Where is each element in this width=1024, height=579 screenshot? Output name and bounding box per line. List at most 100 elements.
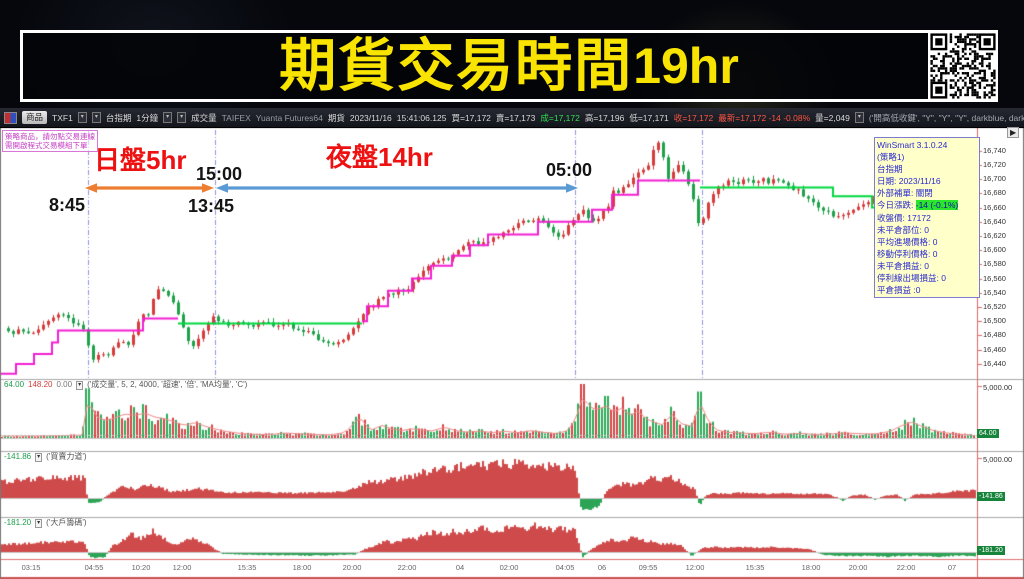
time-axis-label: 06 [597,563,607,572]
time-axis-label: 12:00 [685,563,705,572]
info-row: 日期: 2023/11/16 [877,176,941,187]
price-axis-label: 16,720 [983,159,1006,169]
time-axis-label: 12:00 [172,563,192,572]
toolbar-field-18: 高=17,196 [584,112,625,123]
toolbar-field-11: Yuanta Futures64 [255,112,323,123]
price-axis-label: 16,700 [983,174,1006,184]
toolbar-field-22: 量=2,049 [815,112,850,123]
time-axis-label: 18:00 [801,563,821,572]
winsmart-info-panel: WinSmart 3.1.0.24 (策略1) 台指期 日期: 2023/11/16 外… [874,137,980,299]
session-arrows [85,183,578,193]
price-axis-label: 16,500 [983,316,1006,326]
day-session-arrow [85,183,214,193]
app-icon [4,111,17,124]
time-axis-label: 04 [455,563,465,572]
info-row: 未平倉部位: 0 [877,224,929,235]
price-axis-label: 16,680 [983,188,1006,198]
video-banner: 期貨交易時間 19hr [0,0,1024,108]
night-session-label: 夜盤14hr [326,142,433,172]
toolbar-field-19: 低=17,171 [629,112,669,123]
info-row: 未平倉損益: 0 [877,260,929,271]
price-axis-label: 16,440 [983,358,1006,368]
big-player-dropdown-button[interactable]: ▾ [35,518,43,528]
time-label-1500: 15:00 [196,164,243,184]
time-axis-label: 03:15 [21,563,41,572]
price-axis-label: 16,480 [983,330,1006,340]
price-axis-label: 16,620 [983,230,1006,240]
toolbar-field-15: 買=17,172 [451,112,491,123]
time-axis-label: 04:55 [84,563,104,572]
info-row-value: -14 (-0.1%) [915,200,959,211]
info-row: WinSmart 3.1.0.24 [877,140,948,150]
force-panel-header: -141.86 ▾ ('買賣力道') [4,452,87,462]
toolbar-dropdown-button[interactable]: ▾ [163,112,173,123]
time-axis-label: 18:00 [292,563,312,572]
info-row: 平均進場價格: 0 [877,236,938,247]
toolbar-field-17: 成=17,172 [540,112,580,123]
price-axis-label: 16,520 [983,302,1006,312]
info-row: 移動停利價格: 0 [877,248,938,259]
page-title-suffix: 19hr [633,38,739,94]
volume-dropdown-button[interactable]: ▾ [76,380,84,390]
time-axis-label: 04:05 [555,563,575,572]
price-axis-label: 16,460 [983,344,1006,354]
price-axis-label: 16,640 [983,216,1006,226]
time-axis-label: 07 [947,563,957,572]
volume-value-2: 148.20 [28,380,53,389]
big-player-value: -181.20 [4,518,32,527]
toolbar-field-13: 2023/11/16 [349,112,392,123]
strategy-note-line2: 需開啟程式交易模組下單 [5,141,88,150]
time-axis-label: 15:35 [237,563,257,572]
volume-value-3: 0.00 [56,380,73,389]
time-axis-label: 22:00 [397,563,417,572]
volume-panel-header: 64.00 148.20 0.00 ▾ ('成交量', 5, 2, 4000, … [4,380,247,390]
toolbar-field-6: 1分鐘 [136,112,159,123]
scroll-right-button[interactable]: ▶ [1007,127,1020,138]
price-axis-label: 16,660 [983,202,1006,212]
force-badge: -141.86 [977,492,1005,501]
toolbar-product-button[interactable]: 商品 [22,111,48,124]
page-title: 期貨交易時間 [279,33,634,98]
toolbar-dropdown-button[interactable]: ▾ [854,112,864,123]
info-row: 停利線出場損益: 0 [877,273,946,284]
toolbar-field-12: 期貨 [327,112,345,123]
toolbar-field-16: 賣=17,173 [495,112,536,123]
volume-axis-max: 5,000.00 [983,383,1013,392]
time-axis-label: 22:00 [896,563,916,572]
toolbar-field-21: 最新=17,172 -14 -0.08% [718,112,811,123]
toolbar: 商品 TXF1 ▾ ▾ 台指期 1分鐘 ▾ ▾ 成交量 TAIFEX Yuanta Futures6… [0,108,1024,128]
time-axis-label: 15:35 [745,563,765,572]
strategy-note: 策略商品，請勿點交易連線 需開啟程式交易模組下單 [2,130,98,152]
volume-badge: 64.00 [977,429,999,438]
info-row: 外部補單: 關閉 [877,188,933,199]
info-row: (策略1) [877,152,905,163]
strategy-note-line1: 策略商品，請勿點交易連線 [5,132,95,141]
toolbar-dropdown-button[interactable]: ▾ [91,112,101,123]
price-axis-label: 16,540 [983,287,1006,297]
toolbar-field-14: 15:41:06.125 [396,112,447,123]
qr-code [928,31,998,101]
big-player-panel-label: ('大戶籌碼') [46,518,87,527]
force-panel-label: ('買賣力道') [46,452,87,461]
price-axis-label: 16,600 [983,245,1006,255]
toolbar-field-20: 收=17,172 [673,112,714,123]
toolbar-field-10: TAIFEX [221,112,251,123]
toolbar-field-24: ('開高低收鍵', "Y", "Y", "Y", darkblue, darkr… [868,112,1024,123]
time-axis-label: 10:20 [131,563,151,572]
force-axis-max: 5,000.00 [983,455,1013,464]
force-dropdown-button[interactable]: ▾ [35,452,43,462]
time-axis-label: 20:00 [848,563,868,572]
toolbar-field-2: TXF1 [52,112,73,123]
time-label-1345: 13:45 [188,196,235,216]
toolbar-field-5: 台指期 [105,112,132,123]
time-label-0500: 05:00 [546,160,593,180]
toolbar-dropdown-button[interactable]: ▾ [77,112,87,123]
info-row: 平倉損益 :0 [877,285,921,296]
info-row: 收盤價: 17172 [877,212,931,223]
night-session-arrow [216,183,578,193]
time-axis-label: 02:00 [499,563,519,572]
info-row: 今日漲跌: -14 (-0.1%) [877,200,959,211]
toolbar-dropdown-button[interactable]: ▾ [177,112,187,123]
toolbar-field-9: 成交量 [191,112,217,123]
price-axis-label: 16,560 [983,273,1006,283]
